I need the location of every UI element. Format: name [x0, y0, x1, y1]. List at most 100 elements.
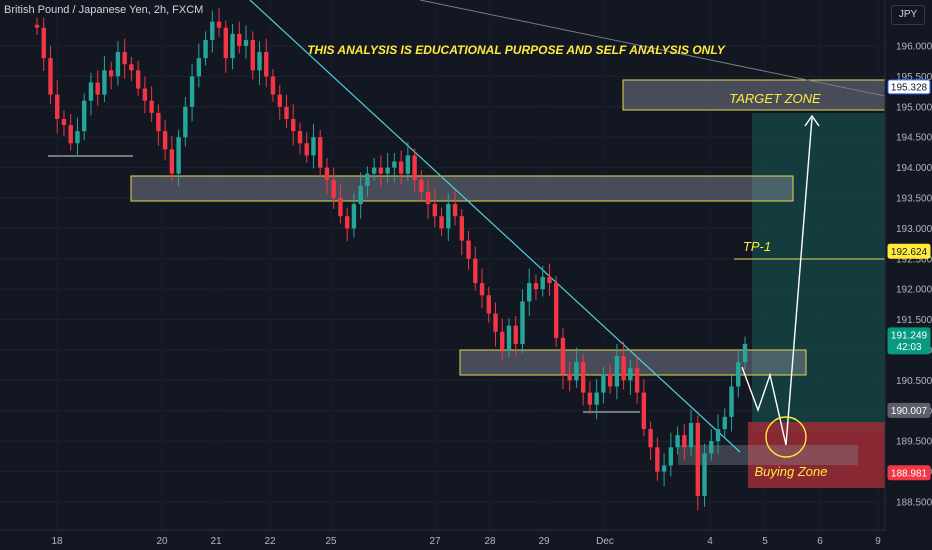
candle-body [432, 204, 438, 217]
upper-trendline [419, 0, 886, 97]
price-tick: 190.500 [896, 376, 932, 387]
descending-trendline [249, 0, 741, 453]
candle-body [392, 161, 397, 168]
time-tick: Dec [596, 536, 614, 547]
candle-body [149, 100, 154, 113]
candle-body [702, 453, 707, 496]
candle-body [48, 58, 53, 95]
candle-body [277, 94, 282, 107]
candle-body [547, 277, 552, 284]
candle-body [736, 362, 741, 387]
price-tick: 194.000 [896, 163, 932, 174]
time-tick: 6 [817, 536, 823, 547]
price-label-bg [887, 327, 931, 355]
candle-body [135, 70, 141, 89]
candle-body [648, 429, 653, 448]
candle-body [742, 343, 748, 363]
currency-button[interactable]: JPY [891, 5, 925, 25]
candle-body [75, 131, 80, 144]
time-tick: 4 [707, 536, 713, 547]
candle-body [473, 258, 478, 284]
candle-body [641, 392, 647, 430]
candle-body [95, 82, 100, 95]
candle-body [425, 191, 431, 205]
candle-body [338, 198, 343, 217]
price-tick: 189.500 [896, 437, 932, 448]
candle-body [695, 422, 700, 496]
candle-body [675, 435, 680, 448]
candle-body [358, 185, 363, 205]
candle-body [412, 155, 417, 180]
candle-body [655, 447, 660, 472]
candle-body [41, 27, 46, 59]
candle-body [55, 94, 60, 119]
candle-body [452, 204, 458, 217]
candle-body [284, 106, 289, 119]
candle-body [486, 295, 491, 314]
time-axis-bg [0, 530, 932, 550]
candle-body [169, 149, 175, 174]
candle-body [446, 204, 451, 229]
candle-body [527, 283, 532, 302]
price-tick: 191.500 [896, 315, 932, 326]
candle-body [88, 82, 94, 101]
candle-body [513, 325, 518, 344]
target-area-fill [752, 113, 885, 432]
time-tick: 28 [484, 536, 496, 547]
time-axis[interactable]: 18 20 21 22 25 27 28 29 Dec 4 5 6 9 [51, 536, 881, 547]
candle-body [115, 52, 121, 77]
candle-body [237, 33, 242, 46]
candle-body [715, 429, 721, 442]
price-tick: 196.000 [896, 42, 932, 53]
candle-body [108, 70, 114, 77]
time-tick: 9 [875, 536, 881, 547]
candle-body [291, 118, 296, 132]
candle-body [257, 52, 262, 71]
candle-body [533, 283, 539, 290]
candle-body [688, 422, 694, 448]
candle-body [203, 39, 208, 59]
price-tick: 188.500 [896, 498, 932, 509]
candle-body [378, 167, 384, 174]
candle-body [371, 167, 377, 174]
price-tick: 192.000 [896, 285, 932, 296]
projection-path [741, 117, 813, 446]
price-tick: 192.500 [896, 254, 932, 265]
price-tick: 194.500 [896, 133, 932, 144]
price-label-text: 191.249 [891, 330, 928, 341]
candle-body [196, 58, 202, 77]
symbol-title[interactable]: British Pound / Japanese Yen, 2h, FXCM [4, 4, 204, 16]
candle-body [216, 21, 222, 28]
candle-body [243, 39, 249, 46]
countdown-text: 42:03 [896, 342, 921, 353]
candle-body [506, 325, 512, 350]
candle-body [567, 374, 572, 381]
price-tick: 193.000 [896, 224, 932, 235]
candle-body [264, 52, 269, 77]
candle-body [607, 374, 613, 387]
candle-body [304, 143, 309, 156]
candle-body [365, 173, 370, 186]
time-tick: 29 [538, 536, 550, 547]
time-tick: 25 [325, 536, 337, 547]
candle-body [61, 118, 67, 126]
projection-arrow-head [804, 114, 820, 127]
candle-body [189, 76, 195, 107]
candle-body [520, 301, 525, 344]
candle-body [628, 368, 633, 381]
time-tick: 21 [210, 536, 222, 547]
candle-body [156, 112, 161, 132]
candle-body [419, 179, 424, 192]
candle-body [601, 374, 606, 393]
candle-body [729, 386, 734, 417]
candle-body [405, 155, 411, 174]
candle-body [324, 167, 330, 180]
candle-body [466, 240, 471, 259]
candle-body [311, 137, 316, 156]
candle-body [183, 106, 188, 138]
target-zone-label: TARGET ZONE [729, 91, 821, 106]
candle-body [331, 179, 336, 198]
price-tick: 195.500 [896, 72, 932, 83]
buying-zone-box [748, 422, 885, 488]
